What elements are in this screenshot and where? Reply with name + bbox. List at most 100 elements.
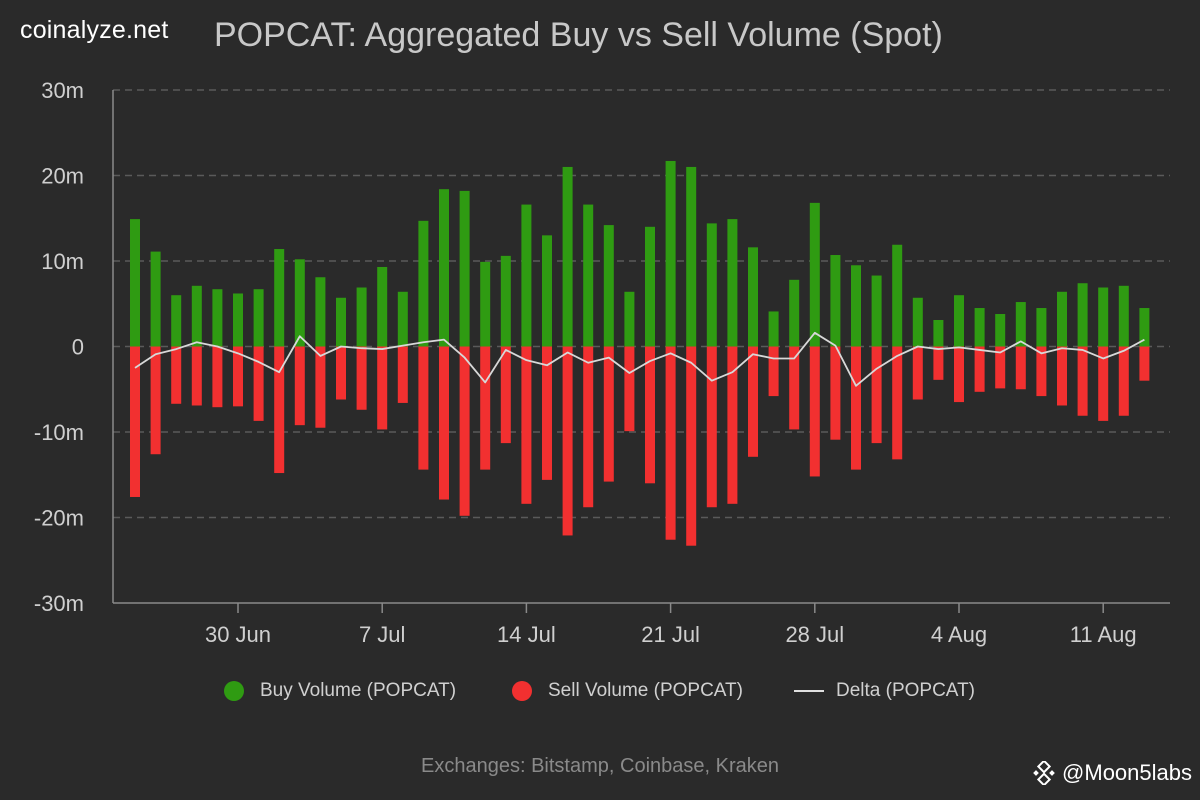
buy-bar (583, 204, 594, 347)
sell-bar (1098, 346, 1109, 421)
buy-bar (459, 190, 470, 347)
buy-bar (274, 249, 285, 347)
sell-bar (253, 346, 264, 421)
sell-bar (809, 346, 820, 477)
buy-bar (377, 266, 388, 347)
y-tick-label: -30m (34, 591, 84, 616)
sell-bars (130, 346, 1150, 546)
sell-bar (171, 346, 182, 404)
x-tick-label: 28 Jul (785, 622, 844, 647)
watermark-text: @Moon5labs (1062, 760, 1192, 785)
buy-bar (315, 277, 326, 347)
y-tick-label: 10m (41, 249, 84, 274)
buy-bar (356, 287, 367, 347)
sell-bar (1036, 346, 1047, 397)
tick-labels: 30m 20m 10m 0 -10m -20m -30m 30 Jun 7 Jul 14 Jul 2… (34, 78, 1137, 647)
chart-legend: Buy Volume (POPCAT) Sell Volume (POPCAT)… (0, 680, 1200, 706)
sell-bar (480, 346, 491, 470)
legend-label-sell: Sell Volume (POPCAT) (548, 680, 743, 701)
buy-bar (954, 295, 964, 347)
y-tick-label: -20m (34, 506, 84, 531)
buy-bar (418, 220, 429, 347)
legend-item-buy[interactable]: Buy Volume (POPCAT) (224, 680, 456, 702)
y-tick-label: 20m (41, 164, 84, 189)
buy-bar (253, 289, 264, 347)
buy-bar (521, 204, 532, 347)
legend-label-buy: Buy Volume (POPCAT) (260, 680, 457, 701)
buy-bar (727, 219, 738, 347)
x-tick-label: 7 Jul (359, 622, 405, 647)
sell-bar (933, 346, 944, 380)
sell-bar (706, 346, 717, 508)
sell-bar (212, 346, 223, 408)
buy-bar (191, 285, 202, 347)
sell-bar (1057, 346, 1067, 406)
buy-bar (500, 255, 511, 347)
brand-logo-text[interactable]: coinalyze.net (20, 16, 169, 44)
buy-bar (933, 319, 944, 347)
y-tick-label: 0 (72, 335, 84, 360)
sell-bar (336, 346, 346, 400)
buy-bar (871, 275, 882, 347)
legend-item-sell[interactable]: Sell Volume (POPCAT) (512, 680, 743, 702)
sell-bar (645, 346, 655, 484)
buy-bar (130, 219, 140, 347)
buy-bar (892, 244, 903, 347)
chart-title: POPCAT: Aggregated Buy vs Sell Volume (S… (214, 16, 943, 54)
x-tick-label: 14 Jul (497, 622, 556, 647)
buy-bar (212, 289, 223, 347)
sell-bar (583, 346, 594, 508)
buy-bar (768, 311, 779, 347)
binance-diamond-icon (1033, 761, 1055, 785)
volume-chart: 30m 20m 10m 0 -10m -20m -30m 30 Jun 7 Jul 14 Jul 2… (34, 78, 1170, 647)
sell-bar (789, 346, 800, 430)
grid-lines (113, 89, 1170, 519)
buy-bar (706, 223, 717, 347)
sell-bar (624, 346, 635, 432)
x-tick-label: 4 Aug (931, 622, 987, 647)
sell-bar (768, 346, 779, 397)
sell-bar (274, 346, 285, 474)
buy-bar (809, 202, 820, 347)
sell-bar (727, 346, 738, 504)
sell-bar (830, 346, 841, 440)
buy-bar (1139, 308, 1150, 347)
y-tick-label: -10m (34, 420, 84, 445)
sell-bar (871, 346, 882, 444)
sell-bar (1118, 346, 1129, 416)
x-tick-label: 11 Aug (1070, 622, 1137, 647)
sell-bar (1015, 346, 1026, 390)
sell-bar (500, 346, 511, 444)
buy-bar (439, 189, 449, 347)
buy-bar (150, 251, 161, 347)
buy-bar (233, 293, 243, 347)
buy-bar (1057, 291, 1067, 347)
buy-bars (130, 160, 1150, 347)
buy-bar (830, 255, 841, 347)
buy-bar (397, 291, 408, 347)
sell-bar (1139, 346, 1150, 381)
buy-bar (1015, 302, 1026, 347)
sell-bar (542, 346, 552, 480)
buy-bar (1098, 287, 1109, 347)
sell-bar (851, 346, 861, 470)
buy-bar (1077, 283, 1088, 347)
sell-bar (418, 346, 429, 470)
x-tick-label: 21 Jul (641, 622, 700, 647)
sell-bar (439, 346, 449, 500)
legend-item-delta[interactable]: Delta (POPCAT) (794, 680, 975, 702)
axes (112, 90, 1170, 613)
buy-bar (665, 160, 676, 347)
sell-bar (150, 346, 161, 455)
buy-legend-marker (224, 681, 244, 701)
buy-bar (1036, 308, 1047, 347)
buy-bar (748, 247, 758, 347)
delta-series-line (134, 331, 1145, 387)
sell-bar (521, 346, 532, 504)
buy-bar (912, 297, 923, 347)
sell-bar (995, 346, 1006, 389)
exchanges-footer: Exchanges: Bitstamp, Coinbase, Kraken (421, 755, 779, 777)
buy-bar (294, 259, 305, 347)
buy-bar (603, 225, 614, 347)
buy-bar (336, 297, 346, 347)
